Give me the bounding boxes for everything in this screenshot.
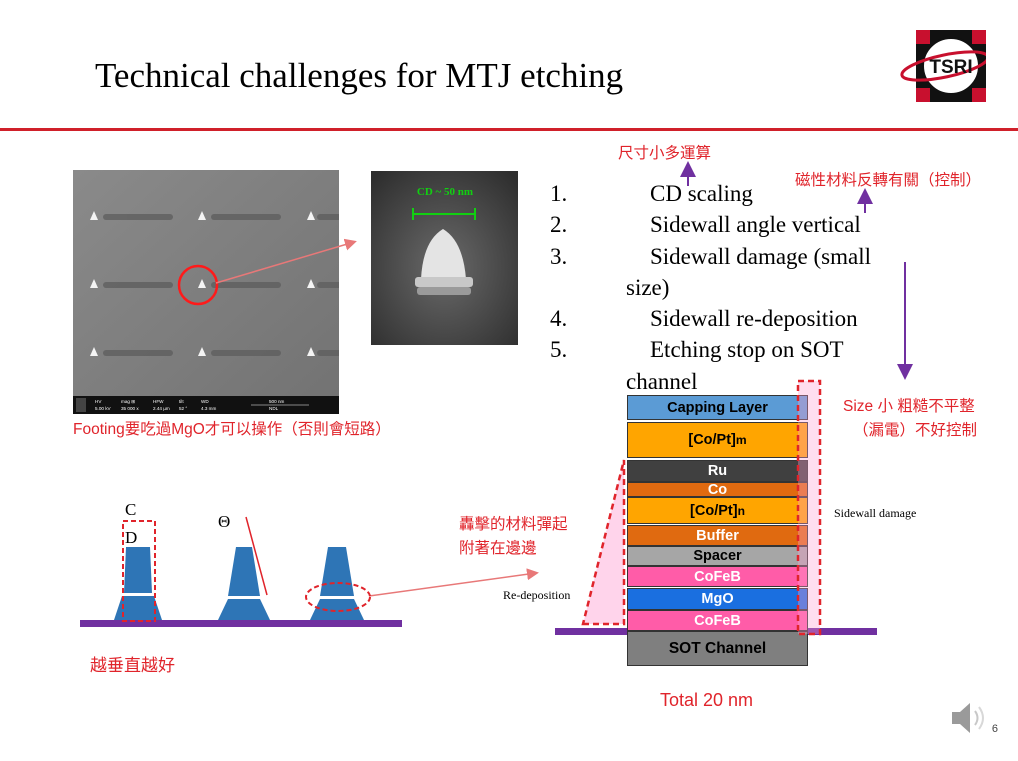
logo-text: TSRI	[929, 57, 972, 78]
page-number: 6	[991, 723, 998, 735]
stack-layer: SOT Channel	[627, 631, 808, 666]
inset-cd-label: CD ~ 50 nm	[417, 186, 473, 198]
list-item: 4. Sidewall re-deposition	[550, 306, 858, 332]
annotation-bombard-2: 附著在邊邊	[459, 540, 537, 557]
sidewall-damage-box	[796, 379, 822, 636]
list-item: 5. Etching stop on SOT	[550, 337, 844, 363]
speaker-icon[interactable]	[950, 698, 994, 738]
challenges-list: 1. CD scaling 2. Sidewall angle vertical 3…	[550, 178, 900, 397]
annotation-cd-calc: 尺寸小多運算	[618, 145, 712, 162]
svg-text:tilt: tilt	[179, 399, 184, 404]
cd-label-c: C	[125, 500, 136, 519]
sem-micrograph: HV mag ⊞ HFW tilt WD 500 nm 5.00 kV 35 0…	[73, 170, 339, 414]
annotation-vertical: 越垂直越好	[90, 656, 175, 675]
annotation-bombard-1: 轟擊的材料彈起	[459, 516, 568, 533]
annotation-size-rough: Size 小 粗糙不平整	[843, 398, 975, 415]
list-item: 3. Sidewall damage (small	[550, 243, 871, 269]
svg-text:35 000 x: 35 000 x	[121, 406, 139, 411]
svg-text:HFW: HFW	[153, 399, 164, 404]
svg-text:WD: WD	[201, 399, 209, 404]
redeposition-triangle	[581, 459, 626, 626]
cd-label-d: D	[125, 528, 137, 547]
etch-profile-diagram: C D Θ	[80, 500, 402, 627]
stack-layer: Spacer	[627, 546, 808, 566]
svg-text:HV: HV	[95, 399, 102, 404]
angle-line	[245, 516, 268, 596]
stack-layer: [Co/Pt] m	[627, 422, 808, 458]
annotation-leakage: （漏電）不好控制	[853, 422, 978, 439]
svg-text:52 °: 52 °	[179, 406, 187, 411]
label-sidewall-damage: Sidewall damage	[834, 506, 917, 520]
title-divider	[0, 128, 1018, 131]
svg-text:500 nm: 500 nm	[269, 399, 284, 404]
stack-overlays	[581, 379, 822, 636]
sem-pillars: HV mag ⊞ HFW tilt WD 500 nm 5.00 kV 35 0…	[73, 170, 339, 414]
stack-layer: CoFeB	[627, 610, 808, 631]
stack-layer: Buffer	[627, 525, 808, 546]
theta-label: Θ	[218, 512, 230, 531]
svg-text:2.44 µm: 2.44 µm	[153, 406, 170, 411]
list-item: 2. Sidewall angle vertical	[550, 212, 861, 238]
inset-pillar: CD ~ 50 nm	[371, 171, 518, 345]
footing-ellipse	[305, 582, 371, 612]
list-item: 1. CD scaling	[550, 181, 753, 206]
svg-text:NDL: NDL	[269, 406, 279, 411]
stack-layer: MgO	[627, 588, 808, 610]
slide-title: Technical challenges for MTJ etching	[95, 56, 624, 95]
stack-layer: CoFeB	[627, 566, 808, 587]
substrate-bar	[80, 620, 402, 627]
label-redeposition: Re-deposition	[503, 588, 571, 602]
highlight-circle	[177, 264, 219, 306]
list-item-wrap: size)	[626, 274, 670, 300]
sem-inset-zoom: CD ~ 50 nm	[371, 171, 518, 345]
stack-layer: Co	[627, 482, 808, 498]
annotation-magnetic: 磁性材料反轉有關（控制）	[795, 172, 982, 189]
svg-text:4.3 mm: 4.3 mm	[201, 406, 216, 411]
list-item-wrap: channel	[626, 368, 698, 394]
stack-layer: [Co/Pt] n	[627, 497, 808, 524]
cd-dashed-box	[122, 520, 156, 622]
annotation-footing: Footing要吃過MgO才可以操作（否則會短路）	[73, 421, 391, 438]
stack-layer: Ru	[627, 460, 808, 482]
annotation-total-thickness: Total 20 nm	[660, 690, 754, 710]
svg-text:mag ⊞: mag ⊞	[121, 399, 135, 404]
tsri-logo: TSRI	[900, 30, 986, 102]
svg-text:5.00 kV: 5.00 kV	[95, 406, 112, 411]
stack-layer: Capping Layer	[627, 395, 808, 420]
